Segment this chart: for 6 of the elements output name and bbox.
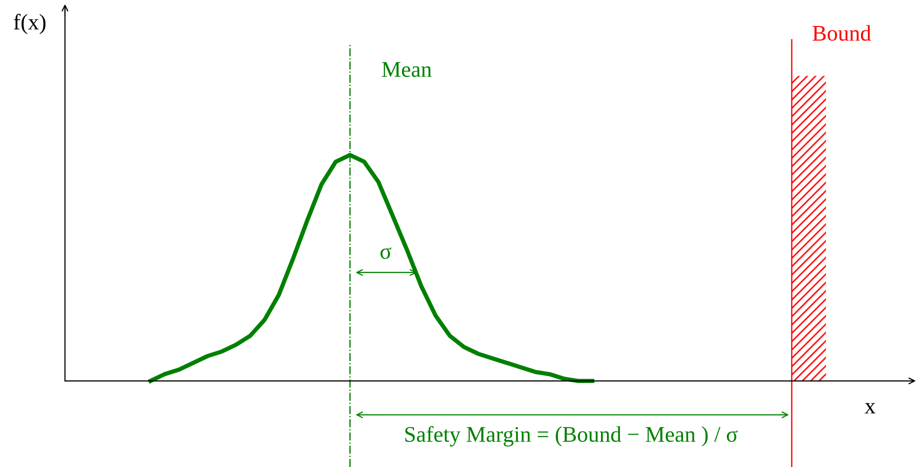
- x-axis-title: x: [864, 403, 876, 414]
- text: f(x): [14, 14, 46, 34]
- annotation: σ: [380, 247, 392, 259]
- text: Mean: [382, 62, 432, 77]
- text: Safety Margin = (Bound − Mean ) / σ: [405, 426, 738, 446]
- text: Bound: [812, 25, 871, 41]
